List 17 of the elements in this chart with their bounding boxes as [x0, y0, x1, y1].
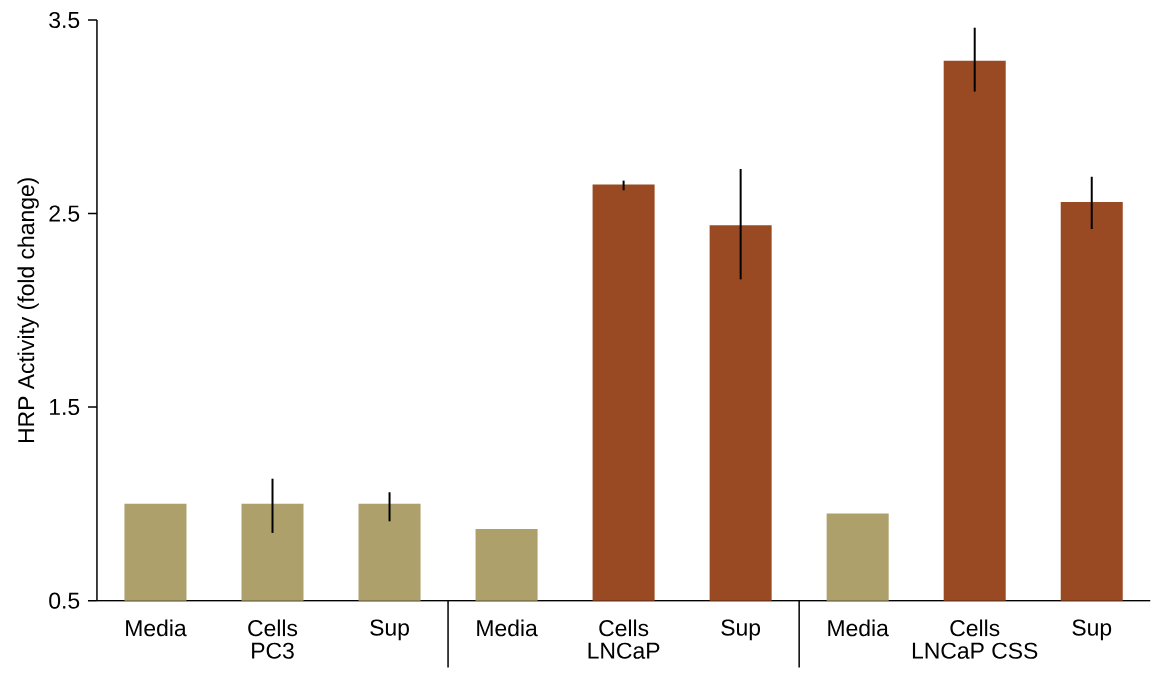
y-tick-label: 2.5 — [49, 205, 80, 222]
x-tick-label: Sup — [370, 619, 409, 641]
text: LNCaP CSS — [912, 642, 1038, 660]
x-tick-label: Cells — [599, 619, 649, 637]
x-tick-label: Media — [828, 619, 889, 637]
y-tick-label: 1.5 — [50, 399, 80, 416]
x-tick-label: Sup — [721, 619, 761, 641]
x-tick-label: Media — [126, 619, 187, 637]
y-tick-label: 0.5 — [49, 592, 80, 609]
text: PC3 — [252, 642, 294, 660]
y-axis-title: HRP Activity (fold change) — [17, 178, 39, 443]
y-tick-label: 3.5 — [49, 12, 80, 29]
x-tick-label: Media — [477, 619, 538, 637]
text: LNCaP — [588, 642, 660, 660]
x-tick-label: Cells — [950, 619, 1000, 637]
x-tick-label: Sup — [1072, 619, 1112, 641]
x-tick-label: Cells — [248, 619, 298, 637]
